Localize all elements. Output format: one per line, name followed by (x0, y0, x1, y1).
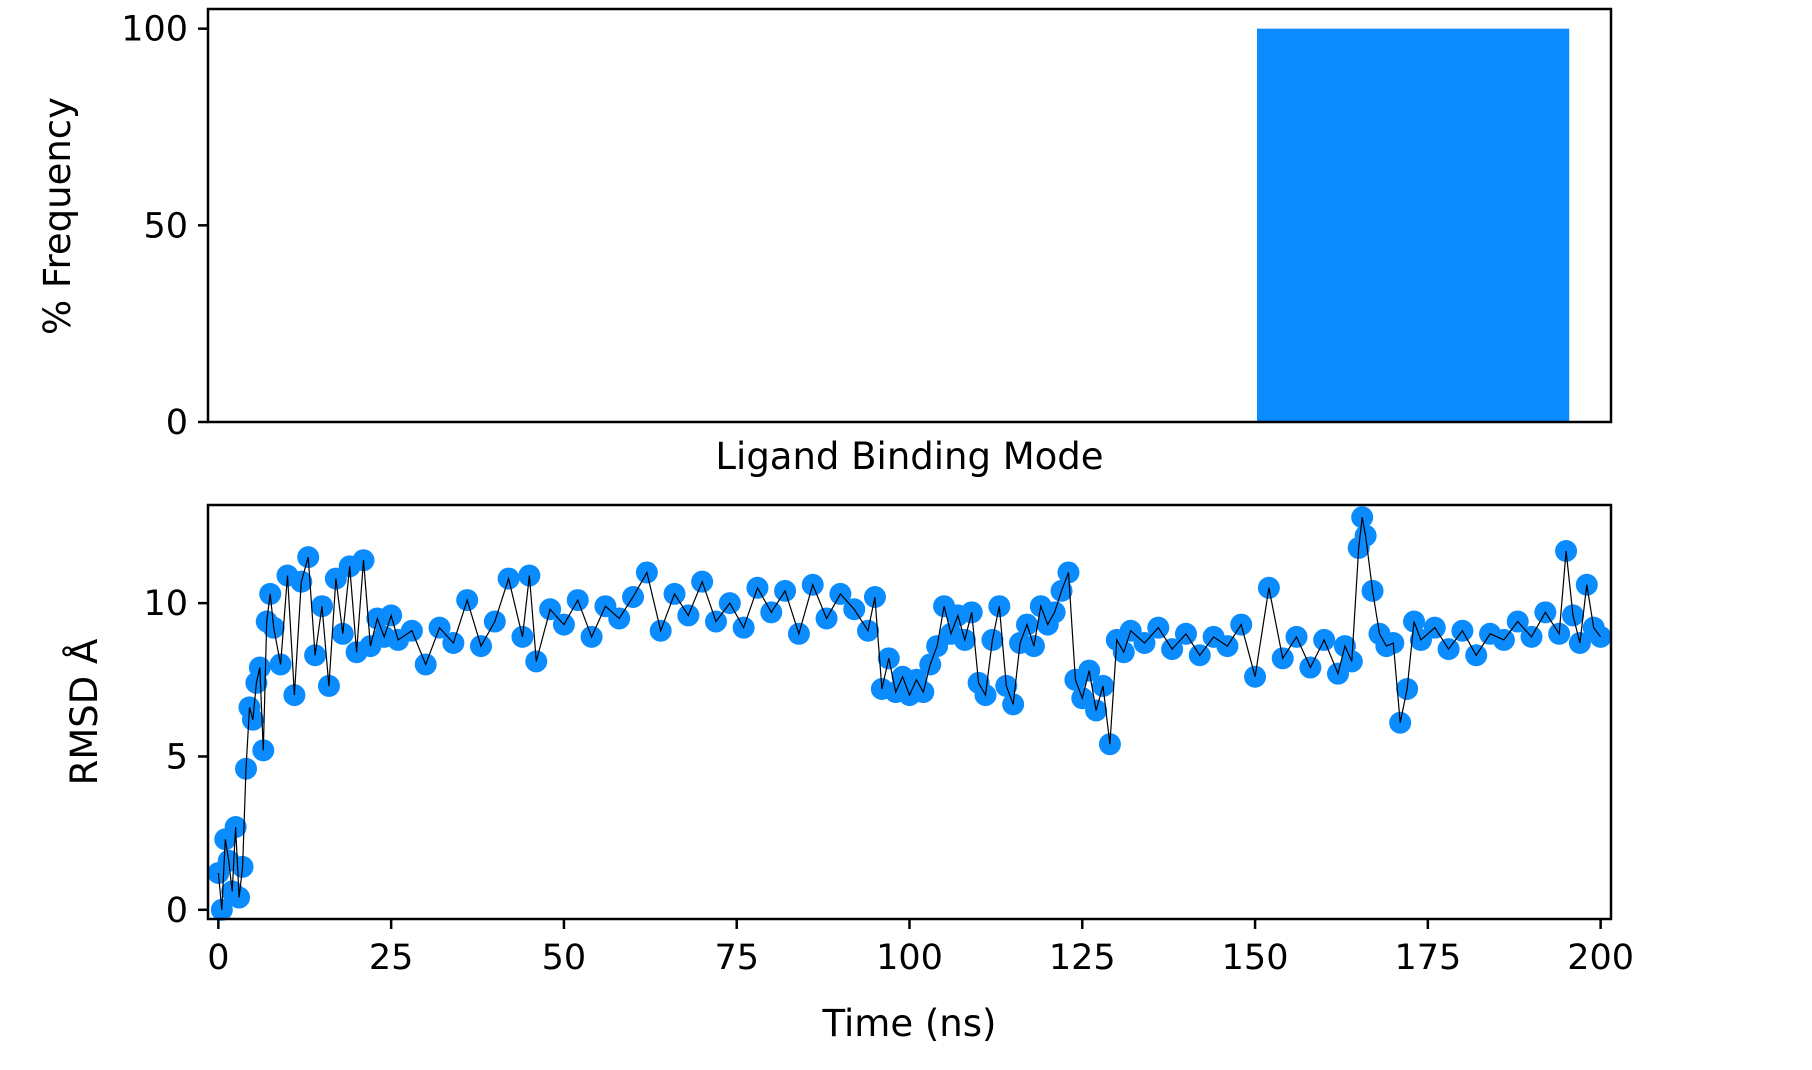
bar-y-ticks: 0 50 100 (121, 10, 208, 443)
rmsd-scatter-points (207, 506, 1612, 921)
rmsd-y-ticks: 0 5 10 (143, 584, 208, 931)
bar-y-tick-label: 50 (143, 206, 188, 246)
rmsd-chart-panel: 0 25 50 75 100 125 150 175 200 0 5 10 Time (ns) RM… (62, 503, 1634, 1045)
rmsd-point (252, 739, 275, 762)
bar-chart-panel: 0 50 100 Ligand Binding Mode % Frequency (36, 7, 1613, 478)
rmsd-x-tick-label: 150 (1222, 938, 1289, 978)
rmsd-x-tick-label: 200 (1567, 938, 1634, 978)
rmsd-y-tick-label: 10 (143, 584, 188, 624)
rmsd-x-tick-label: 50 (542, 938, 587, 978)
bar-x-axis-label: Ligand Binding Mode (715, 435, 1103, 478)
rmsd-x-tick-label: 75 (714, 938, 759, 978)
bar-y-tick-label: 100 (121, 10, 188, 50)
rmsd-x-axis-label: Time (ns) (822, 1002, 997, 1045)
rmsd-x-tick-label: 25 (369, 938, 414, 978)
bar-y-tick-label: 0 (166, 403, 188, 443)
rmsd-x-tick-label: 125 (1049, 938, 1116, 978)
rmsd-y-tick-label: 0 (166, 891, 188, 931)
rmsd-x-tick-label: 0 (207, 938, 229, 978)
rmsd-x-ticks: 0 25 50 75 100 125 150 175 200 (207, 919, 1634, 978)
rmsd-trace-line (217, 517, 1602, 910)
rmsd-y-axis-label: RMSD Å (62, 639, 106, 786)
bar (1257, 28, 1570, 423)
rmsd-y-tick-label: 5 (166, 737, 188, 777)
bar-marks (1257, 28, 1570, 423)
bar-axes-frame (206, 7, 1613, 424)
rmsd-x-tick-label: 175 (1394, 938, 1461, 978)
rmsd-x-tick-label: 100 (876, 938, 943, 978)
bar-y-axis-label: % Frequency (36, 97, 79, 335)
